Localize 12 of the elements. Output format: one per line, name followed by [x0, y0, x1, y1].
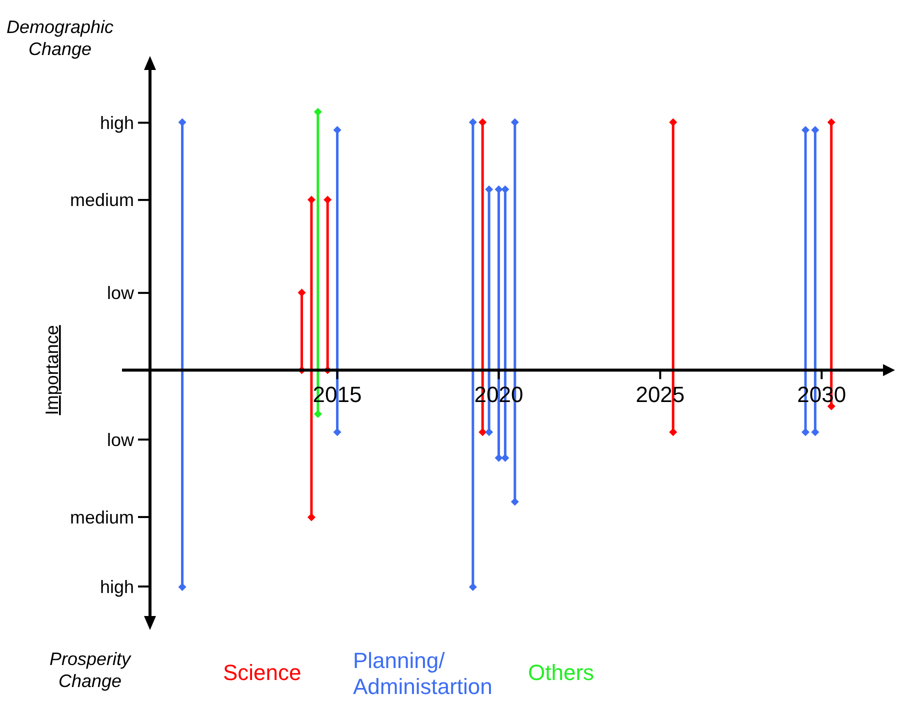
- text: low: [106, 283, 135, 304]
- text: medium: [70, 190, 134, 210]
- text: Planning/ Administartion: [353, 648, 494, 700]
- text: Prosperity Change: [48, 648, 132, 692]
- text: Science: [223, 660, 302, 686]
- text: Others: [528, 660, 596, 686]
- text: high: [100, 113, 134, 134]
- text: medium: [70, 507, 134, 528]
- text: high: [100, 576, 134, 597]
- text: low: [106, 430, 135, 450]
- y-axis-title: Importance: [42, 325, 62, 416]
- text: Demographic Change: [5, 16, 115, 60]
